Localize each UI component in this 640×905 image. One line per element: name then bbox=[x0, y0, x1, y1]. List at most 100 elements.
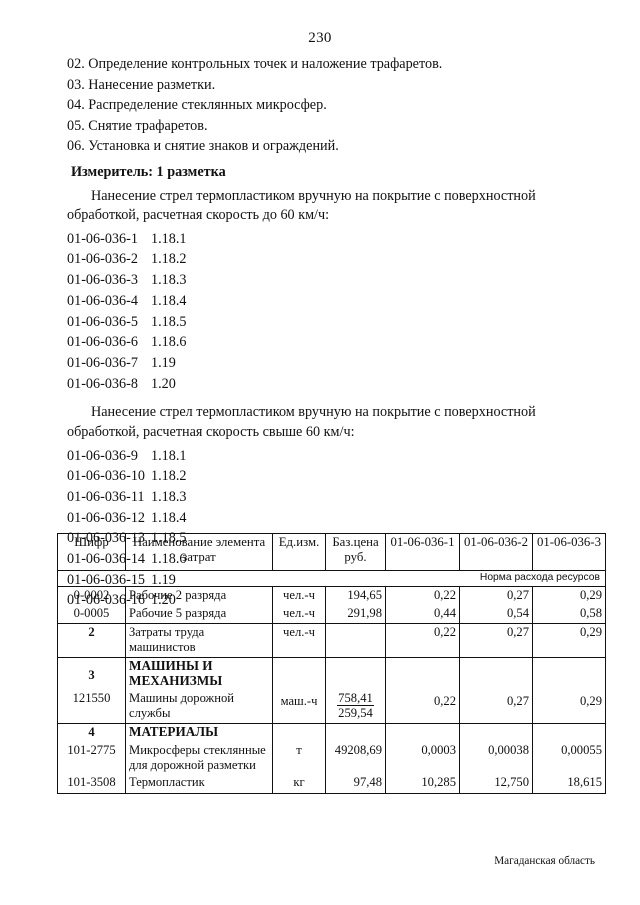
column-header-variant-1: 01-06-036-1 bbox=[385, 533, 460, 571]
operation-line: 04. Распределение стеклянных микросфер. bbox=[67, 97, 327, 114]
code-value: 01-06-036-5 bbox=[67, 313, 138, 330]
code-value: 01-06-036-8 bbox=[67, 375, 138, 392]
code-list: 01-06-036-1 1.18.1 01-06-036-2 1.18.2 01-0… bbox=[67, 229, 577, 395]
code-list-item: 01-06-036-9 1.18.1 bbox=[67, 446, 577, 467]
code-value: 01-06-036-2 bbox=[67, 251, 138, 268]
cell-value-2: 0,54 bbox=[459, 605, 533, 624]
cell-unit: т bbox=[272, 742, 326, 774]
code-reference: 1.18.1 bbox=[151, 447, 187, 464]
cell-price-numerator: 758,41 bbox=[337, 691, 374, 707]
column-header-variant-2: 01-06-036-2 bbox=[459, 533, 533, 571]
cell-code: 0-0005 bbox=[57, 605, 126, 624]
cell-value-2: 12,750 bbox=[459, 774, 533, 794]
code-list-item: 01-06-036-10 1.18.2 bbox=[67, 466, 577, 487]
cell-code: 3 bbox=[57, 657, 126, 690]
cell-value-2: 0,27 bbox=[459, 623, 533, 658]
cell-value-1: 0,44 bbox=[385, 605, 460, 624]
code-list-item: 01-06-036-6 1.18.6 bbox=[67, 332, 577, 353]
column-header-unit: Ед.изм. bbox=[272, 533, 326, 571]
table-subheader-row: Норма расхода ресурсов bbox=[57, 570, 606, 587]
cell-price: 97,48 bbox=[325, 774, 386, 794]
cell-price: 49208,69 bbox=[325, 742, 386, 774]
code-list-item: 01-06-036-12 1.18.4 bbox=[67, 508, 577, 529]
code-reference: 1.20 bbox=[151, 375, 176, 392]
cell-code: 4 bbox=[57, 723, 126, 742]
cell-value-1: 10,285 bbox=[385, 774, 460, 794]
cell-value-1: 0,22 bbox=[385, 586, 460, 605]
cell-name: МАТЕРИАЛЫ bbox=[125, 723, 273, 742]
code-list-item: 01-06-036-1 1.18.1 bbox=[67, 229, 577, 250]
cell-price-fraction: 758,41 259,54 bbox=[325, 690, 386, 724]
cell-unit bbox=[272, 723, 326, 742]
code-reference: 1.18.6 bbox=[151, 334, 187, 351]
code-value: 01-06-036-1 bbox=[67, 230, 138, 247]
cell-code: 101-2775 bbox=[57, 742, 126, 774]
cell-name: МАШИНЫ И МЕХАНИЗМЫ bbox=[125, 657, 273, 690]
code-value: 01-06-036-3 bbox=[67, 272, 138, 289]
cell-unit: чел.-ч bbox=[272, 586, 326, 605]
cell-value-1: 0,0003 bbox=[385, 742, 460, 774]
cell-value-2: 0,27 bbox=[459, 586, 533, 605]
code-value: 01-06-036-4 bbox=[67, 292, 138, 309]
table-row: 101-2775 Микросферы стеклянные для дорож… bbox=[57, 742, 606, 774]
cell-price-denominator: 259,54 bbox=[338, 706, 373, 721]
table-row: 4 МАТЕРИАЛЫ bbox=[57, 723, 606, 742]
cell-value-1: 0,22 bbox=[385, 690, 460, 724]
cell-name: Рабочие 2 разряда bbox=[125, 586, 273, 605]
operation-line: 02. Определение контрольных точек и нало… bbox=[67, 56, 443, 72]
code-list-item: 01-06-036-3 1.18.3 bbox=[67, 270, 577, 291]
code-reference: 1.19 bbox=[151, 354, 176, 371]
cell-value-2: 0,00038 bbox=[459, 742, 533, 774]
code-reference: 1.18.3 bbox=[151, 272, 187, 289]
cell-value-3: 0,58 bbox=[532, 605, 606, 624]
cell-price: 291,98 bbox=[325, 605, 386, 624]
cell-value-3: 0,29 bbox=[532, 690, 606, 724]
cell-name: Затраты труда машинистов bbox=[125, 623, 273, 658]
cell-unit bbox=[272, 657, 326, 690]
code-reference: 1.18.4 bbox=[151, 509, 187, 526]
section-description: Нанесение стрел термопластиком вручную н… bbox=[67, 404, 536, 440]
cell-value-2 bbox=[459, 723, 533, 742]
norms-table: Шифр Наименование элемента затрат Ед.изм… bbox=[57, 533, 606, 794]
footer-region-label: Магаданская область bbox=[494, 855, 595, 867]
code-value: 01-06-036-12 bbox=[67, 509, 146, 526]
cell-value-1: 0,22 bbox=[385, 623, 460, 658]
cell-value-3 bbox=[532, 723, 606, 742]
column-header-price: Баз.цена руб. bbox=[325, 533, 386, 571]
cell-price bbox=[325, 723, 386, 742]
cell-value-3 bbox=[532, 657, 606, 690]
cell-value-1 bbox=[385, 723, 460, 742]
cell-value-2 bbox=[459, 657, 533, 690]
code-reference: 1.18.4 bbox=[151, 292, 187, 309]
cell-unit: кг bbox=[272, 774, 326, 794]
document-body: 02. Определение контрольных точек и нало… bbox=[67, 54, 577, 611]
code-reference: 1.18.1 bbox=[151, 230, 187, 247]
code-list-item: 01-06-036-5 1.18.5 bbox=[67, 312, 577, 333]
table-row: 2 Затраты труда машинистов чел.-ч 0,22 0… bbox=[57, 623, 606, 658]
table-row: 0-0005 Рабочие 5 разряда чел.-ч 291,98 0… bbox=[57, 605, 606, 624]
cell-code: 2 bbox=[57, 623, 126, 658]
subheader-norm-label: Норма расхода ресурсов bbox=[57, 570, 606, 587]
table-row: 3 МАШИНЫ И МЕХАНИЗМЫ bbox=[57, 657, 606, 690]
cell-value-3: 0,29 bbox=[532, 623, 606, 658]
table-row: 121550 Машины дорожной службы маш.-ч 758… bbox=[57, 690, 606, 724]
cell-value-1 bbox=[385, 657, 460, 690]
table-row: 101-3508 Термопластик кг 97,48 10,285 12… bbox=[57, 774, 606, 794]
cell-price: 194,65 bbox=[325, 586, 386, 605]
cell-value-3: 0,29 bbox=[532, 586, 606, 605]
code-value: 01-06-036-7 bbox=[67, 354, 138, 371]
code-reference: 1.18.3 bbox=[151, 488, 187, 505]
table-head: Шифр Наименование элемента затрат Ед.изм… bbox=[57, 533, 606, 587]
norms-table-container: Шифр Наименование элемента затрат Ед.изм… bbox=[57, 533, 606, 794]
operation-line: 03. Нанесение разметки. bbox=[67, 76, 216, 93]
cell-unit: чел.-ч bbox=[272, 605, 326, 624]
code-value: 01-06-036-9 bbox=[67, 447, 138, 464]
code-value: 01-06-036-11 bbox=[67, 488, 145, 505]
table-row: 0-0002 Рабочие 2 разряда чел.-ч 194,65 0… bbox=[57, 586, 606, 605]
code-reference: 1.18.2 bbox=[151, 468, 187, 485]
table-body: 0-0002 Рабочие 2 разряда чел.-ч 194,65 0… bbox=[57, 586, 606, 794]
cell-price bbox=[325, 623, 386, 658]
code-value: 01-06-036-10 bbox=[67, 468, 146, 485]
cell-value-2: 0,27 bbox=[459, 690, 533, 724]
